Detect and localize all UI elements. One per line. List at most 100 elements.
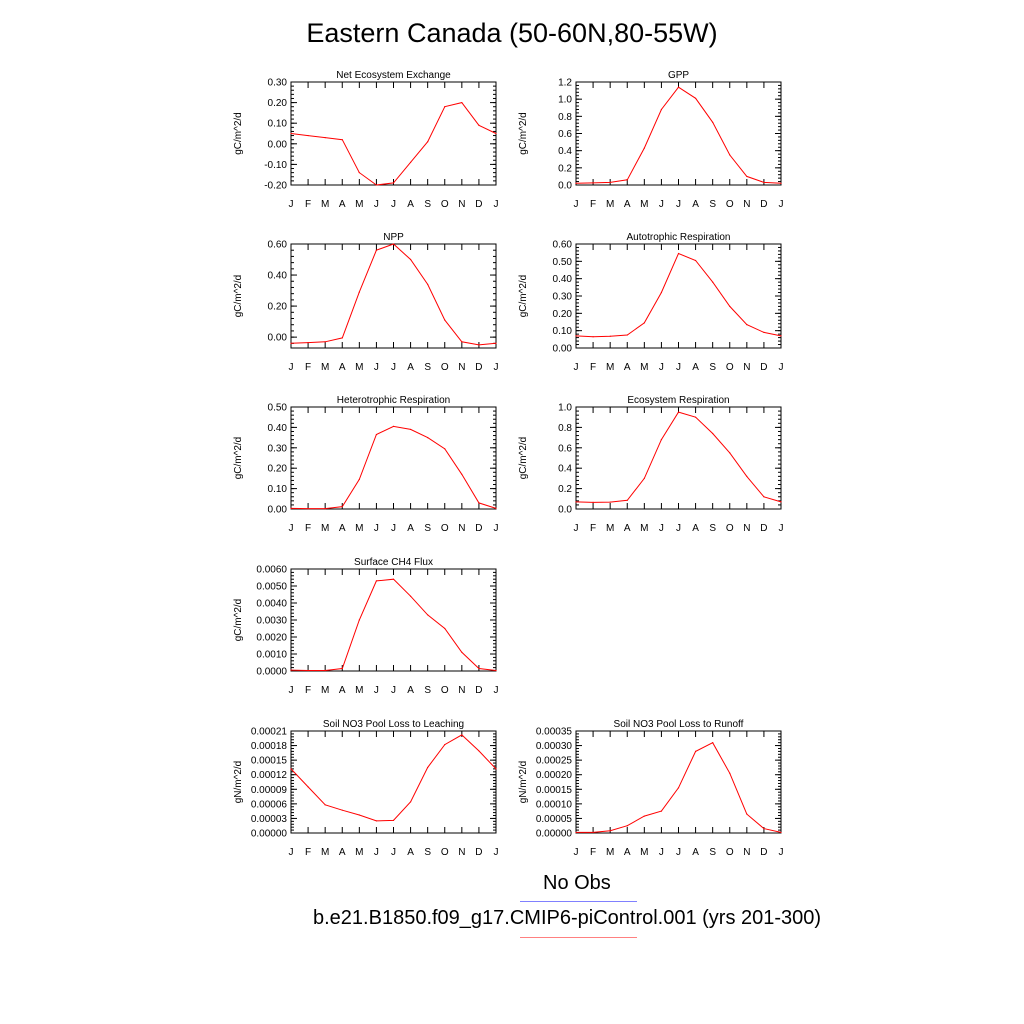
x-tick-label: A xyxy=(692,847,699,858)
x-tick-label: F xyxy=(590,362,596,373)
series-line-0 xyxy=(290,243,497,346)
x-tick-label: M xyxy=(640,523,648,534)
data-point xyxy=(307,786,309,788)
x-tick-label: N xyxy=(458,847,465,858)
data-point xyxy=(694,97,697,99)
data-point xyxy=(444,627,446,630)
data-point xyxy=(478,502,480,504)
x-tick-label: N xyxy=(743,523,750,534)
x-tick-label: J xyxy=(676,523,681,534)
x-tick-label: M xyxy=(355,847,363,858)
data-point xyxy=(290,669,292,671)
x-tick-label: A xyxy=(339,362,346,373)
x-tick-label: A xyxy=(692,362,699,373)
x-tick-label: M xyxy=(321,685,329,696)
x-tick-label: M xyxy=(321,362,329,373)
x-tick-label: O xyxy=(441,847,449,858)
data-point xyxy=(495,768,497,770)
x-tick-label: A xyxy=(407,362,414,373)
x-tick-label: J xyxy=(494,847,499,858)
y-tick-label: 0.4 xyxy=(558,464,572,475)
y-tick-label: 1.2 xyxy=(558,78,572,89)
x-tick-label: O xyxy=(726,362,734,373)
chart-panel-5: Ecosystem Respiration gC/m^2/d 0.0 0.2 0.4 0.… xyxy=(518,395,784,534)
x-tick-label: M xyxy=(640,847,648,858)
data-point xyxy=(712,742,714,744)
x-tick-label: J xyxy=(779,847,784,858)
x-tick-label: D xyxy=(760,362,767,373)
chart-panel-0: Net Ecosystem Exchange gC/m^2/d -0.20 -0.10… xyxy=(233,70,499,210)
x-tick-label: J xyxy=(374,685,379,696)
x-tick-label: O xyxy=(441,685,449,696)
data-point xyxy=(609,830,611,832)
x-tick-label: J xyxy=(676,847,681,858)
data-point xyxy=(461,473,463,475)
y-tick-label: 0.40 xyxy=(268,423,288,434)
data-point xyxy=(375,580,378,582)
data-point xyxy=(495,669,497,672)
y-tick-label: 0.20 xyxy=(553,309,573,320)
y-tick-label: 0.00 xyxy=(268,333,288,344)
data-point xyxy=(324,804,326,806)
data-point xyxy=(324,341,326,343)
data-point xyxy=(444,106,446,108)
x-tick-label: F xyxy=(305,523,311,534)
data-point xyxy=(694,416,697,418)
x-tick-label: A xyxy=(624,523,631,534)
x-tick-label: S xyxy=(424,523,431,534)
data-point xyxy=(780,335,782,337)
data-point xyxy=(694,750,697,753)
plot-frame xyxy=(290,406,497,510)
data-point xyxy=(592,182,594,184)
x-tick-label: J xyxy=(289,685,294,696)
data-point xyxy=(290,132,292,135)
x-tick-label: A xyxy=(407,523,414,534)
x-tick-label: M xyxy=(321,199,329,210)
chart-title: GPP xyxy=(668,70,689,81)
x-tick-label: N xyxy=(458,362,465,373)
data-point xyxy=(660,439,663,441)
y-tick-label: 0.30 xyxy=(268,78,288,89)
x-tick-label: J xyxy=(391,362,396,373)
y-tick-label: 0.0050 xyxy=(256,582,287,593)
data-point xyxy=(461,651,463,653)
data-point xyxy=(677,411,680,413)
data-point xyxy=(746,475,748,477)
x-tick-label: M xyxy=(606,847,614,858)
data-point xyxy=(324,137,326,139)
x-tick-label: O xyxy=(726,847,734,858)
data-point xyxy=(444,744,446,746)
y-tick-label: 0.30 xyxy=(553,292,573,303)
y-tick-label: 0.30 xyxy=(268,443,288,454)
y-tick-label: 0.00020 xyxy=(536,770,573,781)
y-axis-label: gN/m^2/d xyxy=(233,761,244,804)
y-tick-label: 1.0 xyxy=(558,403,572,414)
x-tick-label: M xyxy=(321,847,329,858)
data-point xyxy=(307,134,309,137)
x-tick-label: A xyxy=(407,199,414,210)
y-tick-label: 0.0030 xyxy=(256,616,287,627)
x-tick-label: J xyxy=(289,362,294,373)
y-tick-label: 0.40 xyxy=(268,271,288,282)
y-tick-label: 0.00010 xyxy=(536,799,573,810)
y-tick-label: 1.0 xyxy=(558,95,572,106)
y-tick-label: 0.10 xyxy=(268,119,288,130)
y-tick-label: 0.10 xyxy=(268,484,288,495)
y-tick-label: 0.00009 xyxy=(251,785,288,796)
x-tick-label: J xyxy=(676,199,681,210)
y-axis-label: gC/m^2/d xyxy=(233,599,244,642)
data-point xyxy=(392,578,395,580)
x-tick-label: A xyxy=(407,685,414,696)
x-tick-label: A xyxy=(339,685,346,696)
x-tick-label: J xyxy=(289,847,294,858)
data-point xyxy=(427,766,429,769)
chart-panel-7: Soil NO3 Pool Loss to Leaching gN/m^2/d 0.… xyxy=(233,719,499,858)
chart-panel-3: Autotrophic Respiration gC/m^2/d 0.00 0.10 0… xyxy=(518,232,784,373)
y-tick-label: 0.00 xyxy=(553,344,573,355)
x-tick-label: O xyxy=(726,523,734,534)
data-point xyxy=(392,243,395,245)
page-title: Eastern Canada (50-60N,80-55W) xyxy=(306,18,718,48)
x-tick-label: A xyxy=(624,362,631,373)
data-point xyxy=(290,342,292,344)
x-tick-label: J xyxy=(391,199,396,210)
